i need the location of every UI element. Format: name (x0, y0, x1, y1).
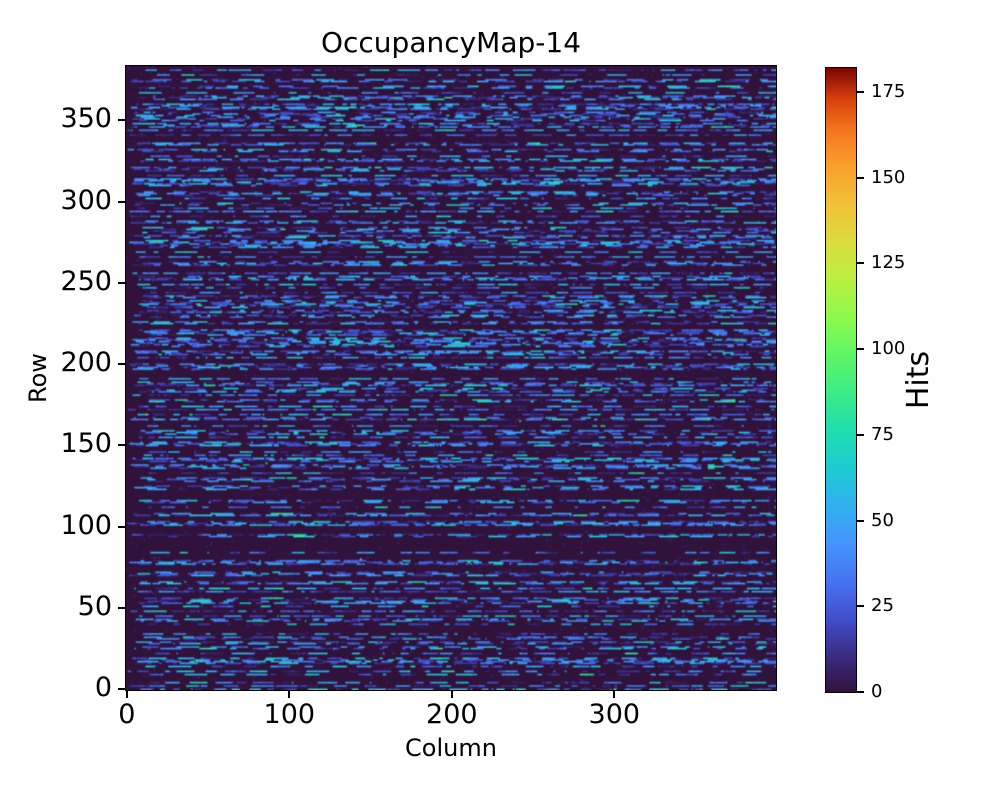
colorbar-tick-mark (857, 605, 864, 608)
colorbar-tick-label: 50 (871, 509, 894, 531)
colorbar-label: Hits (901, 350, 936, 410)
y-tick-mark (118, 363, 125, 366)
y-tick-label: 350 (60, 103, 112, 135)
y-tick-mark (118, 525, 125, 528)
colorbar-tick-mark (857, 348, 864, 351)
x-tick-label: 100 (263, 699, 316, 730)
colorbar-tick-label: 150 (871, 166, 906, 188)
colorbar-tick-label: 75 (871, 423, 894, 445)
heatmap-plot-area (125, 65, 777, 691)
colorbar-tick-mark (857, 262, 864, 265)
y-tick-label: 50 (77, 590, 112, 622)
y-tick-mark (118, 119, 125, 122)
y-axis-label: Row (24, 353, 52, 403)
x-tick-mark (125, 691, 128, 698)
colorbar-tick-label: 0 (871, 681, 883, 702)
colorbar-tick-label: 100 (871, 338, 906, 360)
colorbar-tick-label: 25 (871, 595, 894, 617)
y-tick-label: 200 (60, 347, 112, 379)
y-tick-mark (118, 281, 125, 284)
x-tick-mark (288, 691, 291, 698)
y-tick-label: 150 (60, 428, 112, 460)
colorbar-tick-mark (857, 91, 864, 93)
y-tick-label: 300 (60, 184, 112, 216)
colorbar (825, 67, 857, 693)
x-tick-mark (450, 691, 453, 698)
y-tick-label: 0 (94, 672, 112, 704)
x-tick-label: 200 (426, 699, 478, 730)
y-tick-label: 100 (60, 509, 112, 541)
y-tick-label: 250 (60, 265, 112, 297)
y-tick-mark (118, 688, 125, 691)
colorbar-tick-mark (857, 691, 864, 693)
colorbar-tick-mark (857, 519, 864, 522)
y-tick-mark (118, 444, 125, 447)
x-axis-label: Column (405, 734, 497, 762)
y-tick-mark (118, 200, 125, 203)
plot-title: OccupancyMap-14 (320, 26, 582, 59)
colorbar-tick-label: 125 (871, 252, 906, 274)
occupancy-heatmap-image (126, 66, 776, 690)
x-tick-mark (613, 691, 616, 698)
colorbar-tick-mark (857, 176, 864, 179)
colorbar-tick-mark (857, 433, 864, 436)
x-tick-label: 300 (588, 699, 641, 730)
x-tick-label: 0 (118, 699, 136, 730)
y-tick-mark (118, 606, 125, 609)
colorbar-tick-label: 175 (871, 81, 906, 102)
